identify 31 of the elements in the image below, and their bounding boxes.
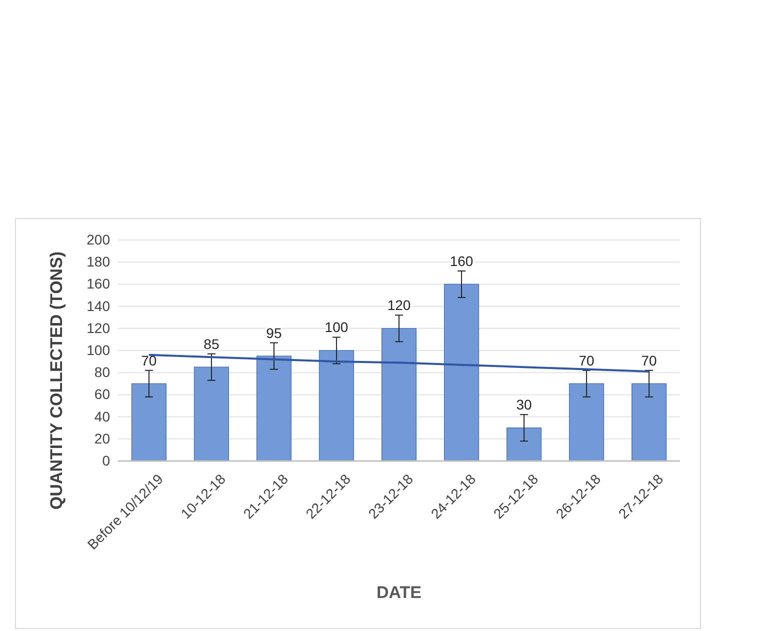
x-axis-title: DATE [376,583,422,602]
bar [131,383,166,462]
y-tick-label: 140 [86,298,110,314]
data-label: 95 [266,324,282,341]
bar [569,383,604,462]
bar [444,284,480,462]
data-label: 100 [324,319,348,336]
data-label: 70 [141,352,157,368]
y-tick-label: 60 [94,386,110,402]
y-tick-label: 160 [86,276,110,292]
data-label: 120 [387,297,411,314]
data-label: 160 [450,252,474,269]
data-label: 70 [641,352,658,368]
y-tick-label: 120 [86,320,110,336]
data-label: 85 [204,336,220,352]
bar [256,356,292,462]
bar [632,383,667,462]
bar [318,350,354,462]
bar [506,428,542,462]
y-tick-label: 180 [86,254,110,270]
y-tick-label: 0 [102,452,110,468]
y-tick-label: 80 [94,364,110,380]
y-tick-label: 40 [94,408,110,424]
bar [381,328,417,462]
y-tick-label: 20 [94,430,110,446]
data-label: 30 [516,396,532,413]
data-label: 70 [578,352,595,368]
y-tick-label: 100 [86,342,110,358]
bar [194,366,229,462]
y-axis-title: QUANTITY COLLECTED (TONS) [47,251,66,510]
y-tick-label: 200 [86,231,110,248]
